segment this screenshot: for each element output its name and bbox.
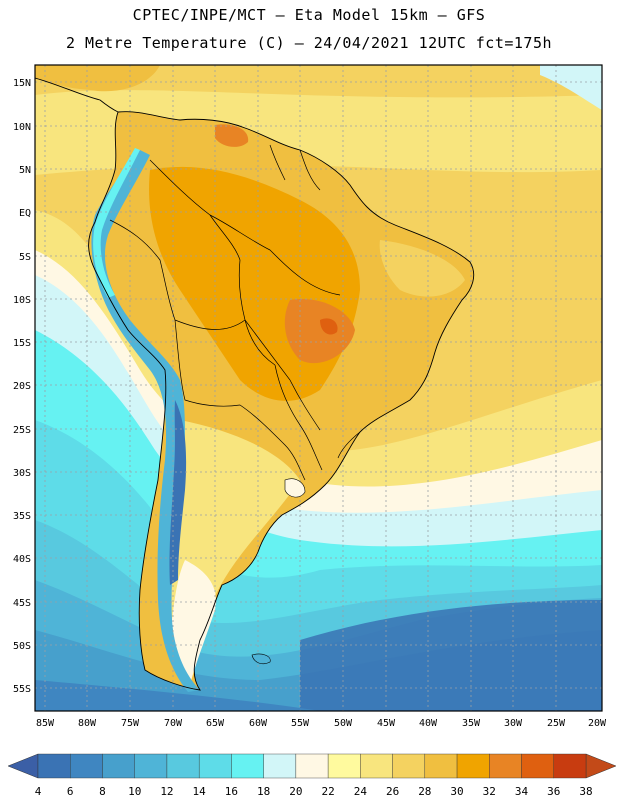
colorbar-segment	[37, 753, 71, 779]
colorbar-label: 6	[67, 785, 74, 798]
coastline	[88, 111, 475, 691]
lat-label-10n: 10N	[13, 122, 31, 133]
colorbar-segment	[424, 753, 458, 779]
lon-label-60w: 60W	[249, 718, 268, 729]
colorbar-label: 34	[515, 785, 529, 798]
colorbar-segment	[553, 753, 587, 779]
colorbar-label: 22	[321, 785, 334, 798]
colorbar-label: 4	[35, 785, 42, 798]
central-america-coast	[35, 77, 119, 113]
country-borders	[109, 144, 361, 481]
lat-label-10s: 10S	[13, 295, 31, 306]
lat-label-35s: 35S	[13, 511, 31, 522]
ocean-band-6	[300, 600, 602, 711]
lon-label-20w: 20W	[588, 718, 607, 729]
colorbar-label: 16	[225, 785, 238, 798]
lat-label-eq: EQ	[19, 208, 31, 219]
colorbar-label: 14	[193, 785, 207, 798]
colorbar-segment	[231, 753, 264, 779]
colorbar-segment	[102, 753, 135, 779]
colorbar-segment	[327, 753, 361, 779]
colorbar-labels: 4 6 8 10 12 14 16 18 20 22 24 26 28 30 32 34 36 38	[35, 785, 593, 798]
land-zone-patagonia	[171, 560, 216, 685]
colorbar-label: 8	[99, 785, 106, 798]
colorbar-label: 32	[483, 785, 496, 798]
colorbar-arrow-left	[7, 753, 39, 779]
colorbar-label: 38	[579, 785, 592, 798]
land-zone-northeast	[379, 240, 465, 297]
lat-label-5s: 5S	[19, 252, 31, 263]
colorbar-segment	[360, 753, 393, 779]
lon-label-85w: 85W	[36, 718, 55, 729]
plot-frame	[34, 64, 603, 712]
colorbar-segment	[166, 753, 200, 779]
falkland-islands	[251, 653, 271, 665]
lon-label-40w: 40W	[419, 718, 438, 729]
colorbar-arrow-right	[585, 753, 617, 779]
lon-label-80w: 80W	[78, 718, 97, 729]
lon-label-35w: 35W	[462, 718, 481, 729]
lon-label-25w: 25W	[547, 718, 566, 729]
lon-label-30w: 30W	[504, 718, 523, 729]
colorbar-segment	[392, 753, 426, 779]
andes-coldest	[169, 400, 187, 585]
lon-label-45w: 45W	[377, 718, 396, 729]
longitude-axis: 85W 80W 75W 70W 65W 60W 55W 50W 45W 40W …	[36, 718, 607, 729]
ocean-patch-northeast	[540, 65, 602, 110]
header-title-line2: 2 Metre Temperature (C) – 24/04/2021 12U…	[65, 34, 553, 52]
lon-label-65w: 65W	[206, 718, 225, 729]
lat-label-55s: 55S	[13, 684, 31, 695]
lat-label-50s: 50S	[13, 641, 31, 652]
andes-north-strip	[93, 148, 140, 298]
colorbar-label: 28	[418, 785, 431, 798]
lon-label-50w: 50W	[334, 718, 353, 729]
latitude-axis: 15N 10N 5N EQ 5S 10S 15S 20S 25S 30S 35S…	[13, 78, 31, 695]
colorbar-label: 18	[257, 785, 270, 798]
colorbar-segment	[521, 753, 554, 779]
lon-label-75w: 75W	[121, 718, 140, 729]
lat-label-5n: 5N	[19, 165, 31, 176]
ocean-patch-caribbean	[35, 65, 160, 92]
lake-south	[284, 478, 306, 498]
colorbar-label: 12	[160, 785, 173, 798]
colorbar-label: 24	[354, 785, 368, 798]
colorbar-segment	[263, 753, 297, 779]
lat-label-25s: 25S	[13, 425, 31, 436]
colorbar-segment	[198, 753, 232, 779]
colorbar-label: 26	[386, 785, 399, 798]
colorbar-segment	[70, 753, 103, 779]
lon-label-55w: 55W	[291, 718, 310, 729]
colorbar-label: 30	[450, 785, 463, 798]
lat-label-15n: 15N	[13, 78, 31, 89]
lat-label-45s: 45S	[13, 598, 31, 609]
lat-label-40s: 40S	[13, 554, 31, 565]
lat-label-20s: 20S	[13, 381, 31, 392]
colorbar-segment	[295, 753, 329, 779]
colorbar-label: 10	[128, 785, 141, 798]
colorbar-segments	[37, 753, 587, 779]
land-zone-venezuela-hot	[215, 124, 249, 147]
lat-label-30s: 30S	[13, 468, 31, 479]
lon-label-70w: 70W	[164, 718, 183, 729]
colorbar-segment	[134, 753, 168, 779]
colorbar-segment	[456, 753, 490, 779]
land-zone-34	[320, 318, 338, 335]
colorbar-segment	[489, 753, 522, 779]
colorbar: 4 6 8 10 12 14 16 18 20 22 24 26 28 30 32 34 36 38	[7, 753, 617, 798]
lat-label-15s: 15S	[13, 338, 31, 349]
header-title-line1: CPTEC/INPE/MCT – Eta Model 15km – GFS	[132, 6, 486, 24]
land-zone-32	[284, 299, 355, 364]
map-plot-area	[35, 65, 602, 711]
colorbar-label: 20	[289, 785, 302, 798]
colorbar-label: 36	[547, 785, 560, 798]
